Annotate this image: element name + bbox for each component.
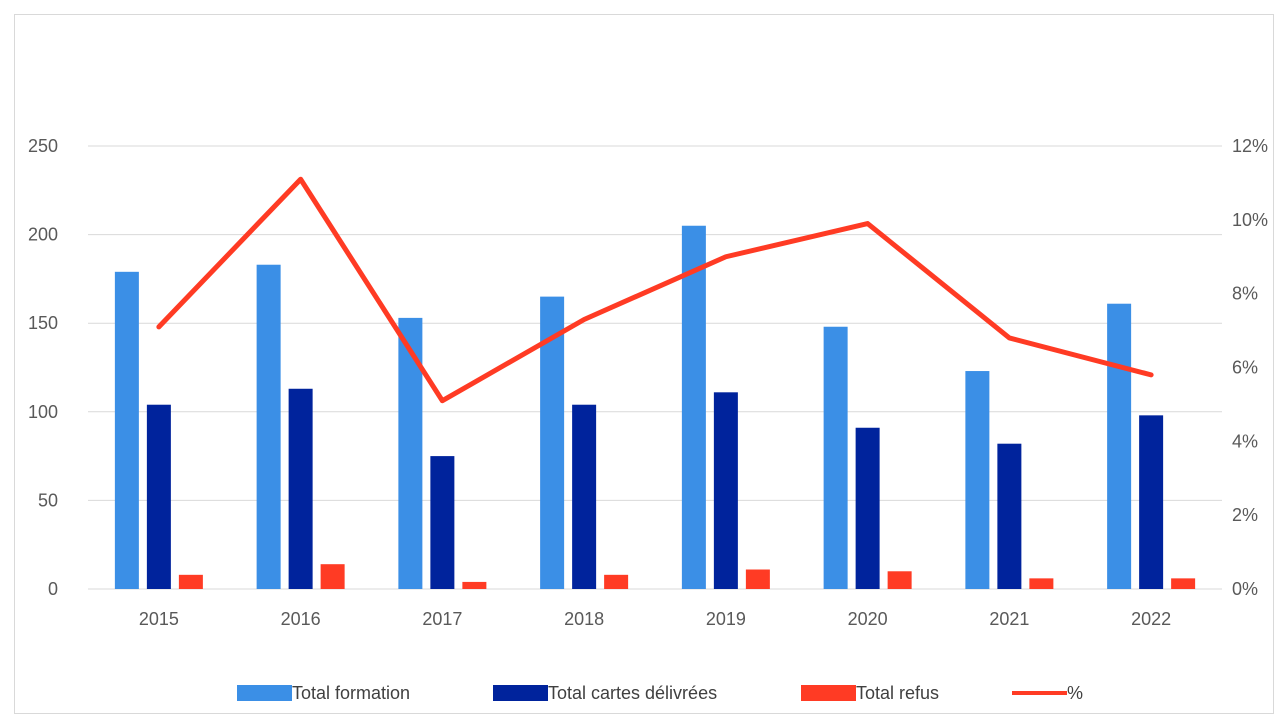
bar-total-cartes-délivrées — [146, 404, 171, 589]
x-axis-tick-label: 2019 — [706, 609, 746, 629]
x-axis-tick-label: 2022 — [1131, 609, 1171, 629]
line-percent — [156, 176, 1154, 404]
bar-series — [114, 225, 1196, 590]
bar-total-refus — [320, 564, 345, 589]
left-axis-tick-label: 100 — [28, 402, 58, 422]
bar-total-cartes-délivrées — [572, 404, 597, 589]
bar-total-formation — [965, 371, 990, 589]
right-axis-tick-label: 6% — [1232, 358, 1258, 378]
left-axis-tick-label: 150 — [28, 313, 58, 333]
left-axis-ticks: 0 50 100 150 200 250 — [28, 136, 58, 599]
right-axis-tick-label: 8% — [1232, 284, 1258, 304]
right-axis-tick-label: 12% — [1232, 136, 1268, 156]
bar-total-formation — [398, 317, 423, 589]
bar-total-cartes-délivrées — [713, 392, 738, 589]
right-axis-ticks: 0% 2% 4% 6% 8% 10% 12% — [1232, 136, 1268, 599]
bar-total-cartes-délivrées — [997, 443, 1022, 589]
left-axis-tick-label: 250 — [28, 136, 58, 156]
line-series — [156, 176, 1154, 404]
bar-total-formation — [681, 225, 706, 590]
bar-total-refus — [462, 581, 487, 589]
bar-total-refus — [604, 574, 629, 589]
x-axis-tick-label: 2017 — [422, 609, 462, 629]
bar-total-cartes-délivrées — [430, 456, 455, 589]
right-axis-tick-label: 4% — [1232, 431, 1258, 451]
bar-total-refus — [745, 569, 770, 589]
right-axis-tick-label: 2% — [1232, 505, 1258, 525]
legend-swatch — [493, 685, 548, 701]
legend: Total formation Total cartes délivrées Tot… — [237, 683, 1083, 703]
bar-total-refus — [1171, 578, 1196, 589]
bar-total-formation — [256, 264, 281, 589]
right-axis-tick-label: 10% — [1232, 210, 1268, 230]
x-axis-tick-label: 2015 — [139, 609, 179, 629]
x-axis-ticks: 2015 2016 2017 2018 2019 2020 2021 2022 — [139, 609, 1171, 629]
bar-total-refus — [178, 574, 203, 589]
left-axis-tick-label: 200 — [28, 225, 58, 245]
legend-label: Total cartes délivrées — [548, 683, 717, 703]
right-axis-tick-label: 0% — [1232, 579, 1258, 599]
bar-total-refus — [887, 571, 912, 589]
bar-total-formation — [114, 271, 139, 589]
legend-label: Total formation — [292, 683, 410, 703]
bar-total-cartes-délivrées — [855, 427, 880, 589]
legend-label: Total refus — [856, 683, 939, 703]
left-axis-tick-label: 50 — [38, 490, 58, 510]
legend-swatch — [801, 685, 856, 701]
x-axis-tick-label: 2018 — [564, 609, 604, 629]
bar-total-cartes-délivrées — [1139, 415, 1164, 589]
x-axis-tick-label: 2021 — [989, 609, 1029, 629]
bar-total-formation — [540, 296, 565, 589]
legend-swatch — [237, 685, 292, 701]
bar-total-formation — [823, 326, 848, 589]
bar-total-formation — [1107, 303, 1132, 589]
bar-total-refus — [1029, 578, 1054, 589]
x-axis-tick-label: 2020 — [848, 609, 888, 629]
left-axis-tick-label: 0 — [48, 579, 58, 599]
chart-area — [14, 14, 1274, 714]
x-axis-tick-label: 2016 — [281, 609, 321, 629]
bar-total-cartes-délivrées — [288, 388, 313, 589]
legend-label: % — [1067, 683, 1083, 703]
